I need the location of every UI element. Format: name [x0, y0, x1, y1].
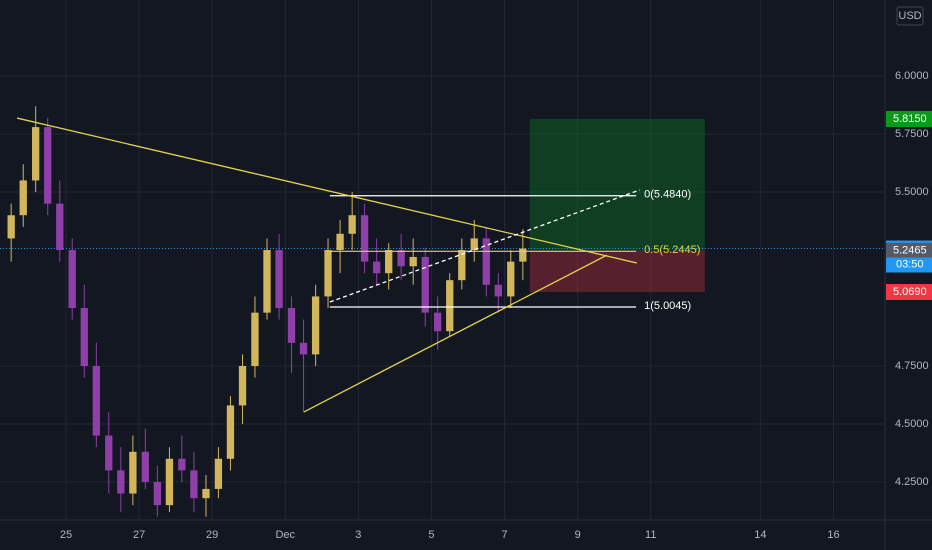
x-tick-label: 7	[501, 529, 507, 541]
candle-body	[482, 238, 490, 285]
candle-body	[19, 180, 27, 216]
candle-body	[117, 470, 125, 494]
target-zone	[529, 118, 705, 251]
candle-body	[348, 215, 356, 234]
candle-body	[336, 233, 344, 251]
candle-body	[275, 250, 283, 309]
price-label: 5.8150	[893, 113, 927, 125]
x-tick-label: 27	[133, 529, 145, 541]
price-label-bg	[886, 284, 932, 301]
fib-label: 1(5.0045)	[644, 300, 691, 312]
candle-body	[44, 127, 52, 204]
candle-body	[519, 248, 527, 262]
candle-body	[385, 250, 393, 274]
fib-label: 0(5.4840)	[644, 189, 691, 201]
currency: USD	[898, 10, 921, 22]
candle-body	[80, 308, 88, 366]
candle-body	[494, 284, 502, 297]
candle-body	[141, 451, 149, 482]
candle-body	[397, 250, 405, 267]
candle-body	[434, 312, 442, 332]
candle-body	[507, 261, 515, 297]
candle-body	[238, 365, 247, 406]
price-label: 5.2465	[893, 245, 927, 257]
x-tick-label: 14	[754, 529, 766, 541]
candle-body	[409, 256, 417, 267]
candle-body	[470, 238, 478, 251]
x-tick-label: 16	[827, 529, 839, 541]
candle-body	[458, 250, 466, 281]
trend-line	[16, 117, 638, 264]
candle-body	[299, 342, 308, 355]
candle-body	[214, 458, 223, 489]
x-tick-label: 5	[428, 529, 434, 541]
y-tick-label: 5.5000	[895, 186, 929, 198]
candle-body	[226, 405, 235, 459]
x-tick-label: 11	[645, 529, 656, 541]
countdown-bg	[886, 257, 932, 273]
x-tick-label: 25	[60, 529, 72, 541]
price-label-bg	[886, 110, 932, 127]
candle-body	[105, 435, 113, 471]
candle-body	[202, 488, 210, 499]
candle-body	[129, 451, 137, 494]
x-tick-label: 29	[206, 529, 218, 541]
candle-body	[165, 458, 174, 506]
candle-body	[92, 365, 100, 436]
price-label-bg	[886, 242, 932, 259]
currency-badge[interactable]	[896, 6, 924, 26]
fib-label: 0.5(5.2445)	[644, 244, 700, 256]
candle-body	[32, 127, 40, 181]
candle-body	[68, 250, 76, 309]
candle-body	[324, 250, 332, 297]
trend-line	[303, 254, 608, 413]
candle-body	[287, 308, 296, 343]
candle-body	[153, 481, 162, 506]
candle-body	[372, 261, 381, 274]
candle-body	[190, 470, 198, 499]
stop-zone	[529, 250, 705, 293]
trend-line	[329, 189, 640, 303]
candle-body	[360, 215, 369, 262]
candle-body	[178, 458, 186, 471]
grid	[0, 0, 885, 520]
countdown: 03:50	[896, 258, 924, 270]
x-tick-label: 9	[575, 529, 581, 541]
candle-body	[311, 296, 320, 355]
y-tick-label: 4.2500	[895, 476, 929, 488]
y-tick-label: 5.7500	[895, 128, 929, 140]
price-label: 5.0690	[893, 286, 927, 298]
candle-body	[7, 215, 15, 239]
candle-body	[421, 256, 429, 313]
candle-body	[263, 250, 271, 313]
candle-body	[446, 280, 454, 332]
y-tick-label: 4.5000	[895, 418, 929, 430]
y-tick-label: 4.7500	[895, 360, 929, 372]
x-tick-label: 3	[355, 529, 361, 541]
candle-body	[56, 203, 64, 251]
y-tick-label: 6.0000	[895, 70, 929, 82]
candle-body	[251, 312, 259, 366]
x-tick-label: Dec	[275, 529, 295, 541]
